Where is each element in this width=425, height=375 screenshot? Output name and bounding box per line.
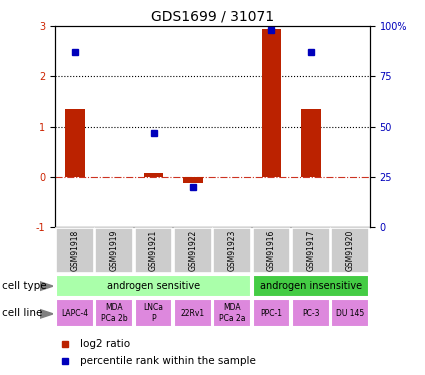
Bar bbox=[331, 228, 369, 273]
Bar bbox=[174, 228, 212, 273]
Text: LNCa
P: LNCa P bbox=[144, 303, 164, 323]
Text: DU 145: DU 145 bbox=[336, 309, 364, 318]
Bar bbox=[65, 109, 85, 177]
Bar bbox=[292, 228, 330, 273]
Bar bbox=[95, 299, 133, 327]
Text: 22Rv1: 22Rv1 bbox=[181, 309, 205, 318]
Bar bbox=[331, 299, 369, 327]
Text: GSM91918: GSM91918 bbox=[71, 230, 79, 271]
Text: cell line: cell line bbox=[2, 308, 42, 318]
Text: GSM91919: GSM91919 bbox=[110, 230, 119, 271]
Bar bbox=[95, 228, 133, 273]
Text: GSM91917: GSM91917 bbox=[306, 230, 315, 271]
Bar bbox=[262, 29, 281, 177]
Bar bbox=[301, 109, 320, 177]
Bar bbox=[56, 275, 251, 297]
Bar bbox=[252, 299, 290, 327]
Text: GSM91916: GSM91916 bbox=[267, 230, 276, 271]
Text: MDA
PCa 2a: MDA PCa 2a bbox=[219, 303, 245, 323]
Text: GSM91922: GSM91922 bbox=[188, 230, 197, 271]
Text: androgen sensitive: androgen sensitive bbox=[107, 281, 200, 291]
Text: log2 ratio: log2 ratio bbox=[80, 339, 130, 349]
Bar bbox=[135, 228, 173, 273]
Polygon shape bbox=[40, 282, 53, 291]
Bar bbox=[292, 299, 330, 327]
Text: GSM91921: GSM91921 bbox=[149, 230, 158, 271]
Bar bbox=[56, 228, 94, 273]
Bar bbox=[213, 299, 251, 327]
Text: LAPC-4: LAPC-4 bbox=[61, 309, 88, 318]
Polygon shape bbox=[40, 309, 53, 318]
Bar bbox=[56, 299, 94, 327]
Text: PPC-1: PPC-1 bbox=[261, 309, 283, 318]
Title: GDS1699 / 31071: GDS1699 / 31071 bbox=[151, 10, 274, 24]
Bar bbox=[183, 177, 203, 183]
Text: GSM91920: GSM91920 bbox=[346, 230, 354, 271]
Text: MDA
PCa 2b: MDA PCa 2b bbox=[101, 303, 128, 323]
Bar bbox=[144, 173, 163, 177]
Text: cell type: cell type bbox=[2, 281, 47, 291]
Bar bbox=[213, 228, 251, 273]
Bar bbox=[174, 299, 212, 327]
Text: GSM91923: GSM91923 bbox=[228, 230, 237, 271]
Text: percentile rank within the sample: percentile rank within the sample bbox=[80, 356, 256, 366]
Bar bbox=[135, 299, 173, 327]
Text: androgen insensitive: androgen insensitive bbox=[260, 281, 362, 291]
Text: PC-3: PC-3 bbox=[302, 309, 320, 318]
Bar bbox=[252, 228, 290, 273]
Bar bbox=[252, 275, 369, 297]
